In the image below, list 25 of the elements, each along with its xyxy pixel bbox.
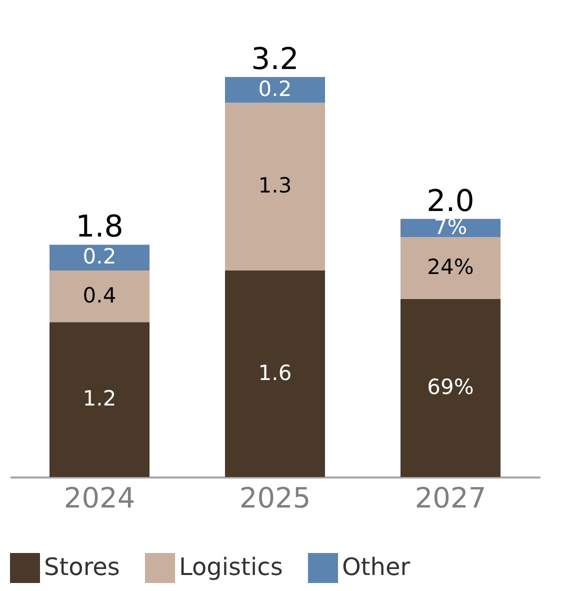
total-label: 3.2 <box>251 42 299 77</box>
data-label: 1.3 <box>258 174 292 198</box>
bar <box>225 102 325 271</box>
x-tick-label: 2024 <box>64 482 136 514</box>
data-label: 0.4 <box>82 283 116 308</box>
x-tick-label: 2025 <box>239 482 311 514</box>
bar <box>225 77 325 103</box>
data-label: 1.6 <box>258 360 292 385</box>
data-label: 0.2 <box>82 244 116 269</box>
annotation: 69% <box>427 374 474 399</box>
bar <box>50 244 150 271</box>
legend-label: Other <box>342 553 410 581</box>
data-label: 1.2 <box>82 386 116 411</box>
total-label: 1.8 <box>76 210 124 245</box>
bar <box>400 298 500 477</box>
bar <box>400 218 500 237</box>
legend-label: Stores <box>44 553 120 581</box>
bar <box>50 270 150 322</box>
legend-label: Logistics <box>179 553 283 581</box>
data-label: 0.2 <box>258 76 292 101</box>
bar <box>400 237 500 299</box>
bar <box>50 322 150 477</box>
annotation: 24% <box>427 254 474 279</box>
x-tick-label: 2027 <box>414 482 486 514</box>
bar <box>225 270 325 477</box>
